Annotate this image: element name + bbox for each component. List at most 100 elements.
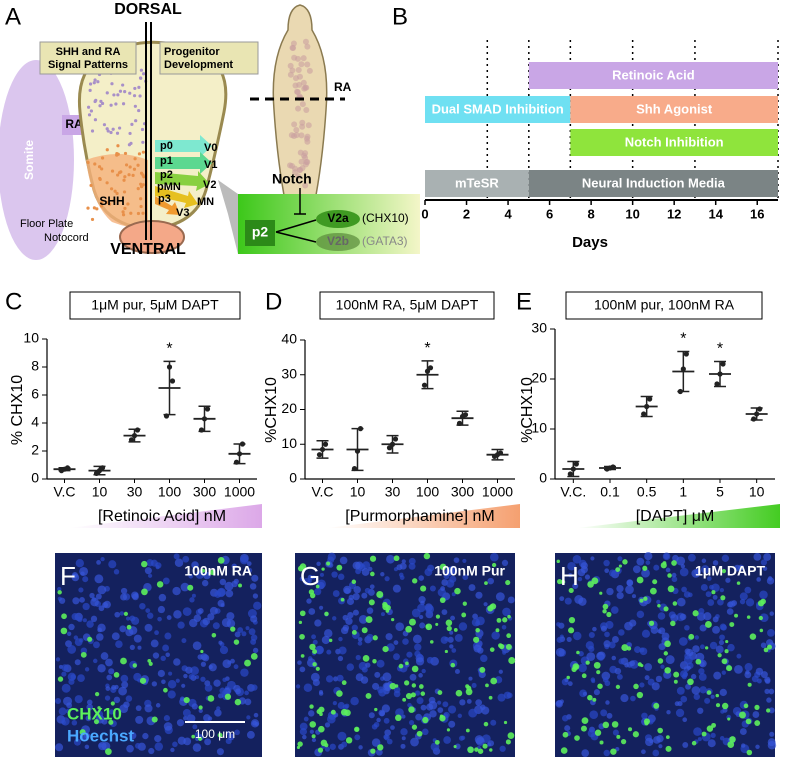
signal-dot: [93, 99, 97, 104]
chx10-cell: [330, 709, 336, 715]
chx10-cell: [370, 571, 375, 577]
signal-dot: [121, 83, 125, 87]
nucleus: [769, 731, 775, 737]
signal-dot: [109, 103, 113, 107]
nucleus: [675, 708, 685, 718]
nucleus: [368, 712, 375, 719]
zoom-connector: [218, 180, 238, 254]
nucleus: [218, 640, 223, 645]
chx10-cell: [467, 746, 474, 754]
chx10-cell: [345, 737, 353, 744]
signal-dot: [86, 206, 90, 210]
nucleus: [150, 639, 159, 648]
chx10-cell: [405, 692, 413, 700]
nucleus: [135, 742, 141, 749]
nucleus: [759, 613, 769, 623]
chx10-cell: [489, 647, 495, 652]
chx10-cell: [187, 584, 194, 591]
nucleus: [157, 669, 165, 678]
replicate-point: [641, 411, 647, 417]
nucleus: [361, 592, 368, 599]
nucleus: [629, 660, 635, 667]
nucleus: [355, 568, 362, 575]
p2-box: [245, 220, 275, 246]
chx10-cell: [377, 744, 384, 751]
nucleus: [108, 668, 115, 675]
nucleus: [614, 667, 622, 675]
nucleus: [89, 592, 95, 599]
signal-dot: [124, 163, 129, 167]
nucleus: [378, 709, 385, 717]
signal-dot: [122, 178, 126, 182]
chx10-cell: [369, 555, 377, 562]
nucleus: [365, 662, 371, 668]
nucleus: [61, 683, 71, 693]
signal-dot: [100, 101, 105, 106]
signal-dot: [111, 127, 115, 131]
somite-dot: [300, 55, 307, 62]
phase-label: mTeSR: [455, 175, 499, 190]
x-tick-label: 14: [708, 206, 723, 221]
nucleus: [760, 559, 768, 566]
somite-dot: [287, 62, 294, 69]
phase-label: Shh Agonist: [636, 101, 713, 116]
chx10-cell: [382, 601, 388, 608]
somite-dot: [289, 67, 296, 74]
signal-dot: [126, 202, 130, 206]
nucleus: [415, 657, 425, 666]
x-tick-label: 6: [546, 206, 553, 221]
chx10-cell: [93, 719, 100, 725]
nucleus: [338, 646, 347, 655]
nucleus: [189, 597, 195, 603]
nucleus: [680, 695, 688, 703]
nucleus: [337, 573, 345, 581]
chx10-cell: [574, 735, 580, 741]
phase-label: Notch Inhibition: [625, 134, 724, 149]
nucleus: [694, 635, 699, 640]
nucleus: [651, 682, 660, 691]
nucleus: [699, 624, 707, 632]
nucleus: [764, 678, 771, 684]
signal-dot: [129, 211, 133, 215]
chx10-cell: [760, 598, 766, 605]
nucleus: [586, 652, 596, 662]
somite-dot: [301, 85, 308, 92]
signal-dot: [137, 108, 141, 113]
nucleus: [582, 691, 587, 696]
chx10-cell: [488, 695, 493, 700]
nucleus: [173, 658, 181, 666]
x-tick-label: 0.1: [600, 484, 620, 500]
nucleus: [108, 560, 117, 569]
signal-dot: [133, 157, 137, 161]
chx10-cell: [726, 665, 733, 672]
nucleus: [755, 667, 764, 676]
nucleus: [120, 674, 129, 683]
chx10-cell: [308, 589, 315, 595]
nucleus: [100, 652, 109, 660]
nucleus: [295, 684, 301, 689]
nucleus: [108, 709, 115, 715]
nucleus: [77, 616, 83, 623]
chx10-cell: [747, 682, 752, 687]
nucleus: [181, 638, 187, 644]
nucleus: [350, 696, 359, 706]
chx10-cell: [120, 657, 127, 665]
nucleus: [58, 707, 67, 716]
chx10-cell: [580, 725, 587, 732]
replicate-point: [677, 388, 683, 395]
replicate-point: [757, 406, 763, 412]
nucleus: [462, 558, 467, 564]
chx10-cell: [351, 579, 357, 585]
chx10-cell: [664, 667, 671, 674]
nucleus: [592, 626, 597, 632]
nucleus: [700, 565, 710, 574]
nucleus: [314, 588, 322, 596]
nucleus: [639, 647, 648, 656]
chart-title: 100nM RA, 5μM DAPT: [336, 297, 479, 313]
nucleus: [207, 613, 215, 621]
nucleus: [644, 552, 653, 561]
chx10-cell: [230, 626, 236, 632]
signal-dot: [122, 190, 127, 194]
chx10-cell: [435, 614, 441, 619]
